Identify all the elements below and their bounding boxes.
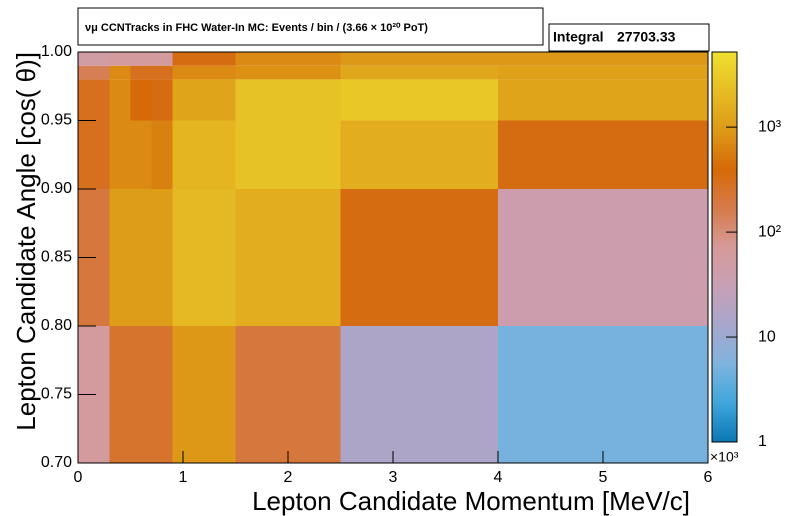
heat-cell	[109, 189, 131, 326]
title-box	[77, 7, 544, 46]
heat-cell	[130, 326, 152, 463]
heat-cell	[172, 52, 236, 66]
heat-cell	[498, 52, 708, 66]
heat-cell	[130, 79, 152, 121]
z-tick-label: 10²	[758, 223, 782, 240]
heat-cell	[130, 65, 152, 80]
z-tick-label: 1	[758, 433, 767, 450]
heat-cell	[151, 65, 173, 80]
heat-cell	[498, 326, 708, 463]
heat-cell	[498, 79, 708, 121]
heat-cell	[340, 65, 498, 80]
heat-cell	[109, 326, 131, 463]
heat-cell	[151, 120, 173, 189]
x-tick-label: 4	[494, 469, 503, 486]
heat-cell	[130, 120, 152, 189]
heat-cell	[340, 189, 498, 326]
x-tick-label: 1	[179, 469, 188, 486]
heat-cell	[172, 120, 236, 189]
heat-cell	[172, 326, 236, 463]
x-tick-label: 2	[284, 469, 293, 486]
heat-cell	[235, 326, 341, 463]
heat-cell	[172, 189, 236, 326]
z-tick-label: 10³	[758, 118, 782, 135]
heat-cell	[235, 79, 341, 121]
heat-cell	[109, 65, 131, 80]
y-tick-label: 0.85	[41, 249, 72, 266]
heat-cell	[235, 65, 341, 80]
x-axis-label: Lepton Candidate Momentum [MeV/c]	[252, 486, 690, 516]
heat-cell	[235, 189, 341, 326]
heat-cell	[78, 52, 110, 66]
heat-cell	[109, 52, 131, 66]
heat-cell	[235, 120, 341, 189]
heat-cell	[340, 79, 498, 121]
heat-cell	[78, 65, 110, 80]
x-multiplier: ×10³	[710, 449, 739, 465]
y-tick-label: 0.70	[41, 454, 72, 471]
chart-title: νμ CCNTracks in FHC Water-In MC: Events …	[85, 22, 428, 34]
heat-cell	[172, 65, 236, 80]
heat-cell	[151, 326, 173, 463]
heat-cell	[78, 120, 110, 189]
heat-cell	[498, 65, 708, 80]
stats-value: 27703.33	[617, 29, 676, 45]
y-tick-label: 0.80	[41, 317, 72, 334]
color-bar	[711, 51, 738, 443]
heat-cell	[151, 189, 173, 326]
stats-label: Integral	[553, 29, 604, 45]
heat-cell	[235, 52, 341, 66]
heat-cell	[340, 326, 498, 463]
x-tick-label: 5	[599, 469, 608, 486]
heat-cell	[340, 120, 498, 189]
x-tick-label: 3	[389, 469, 398, 486]
heat-cell	[109, 79, 131, 121]
heat-cell	[340, 52, 498, 66]
x-tick-label: 0	[74, 469, 83, 486]
heat-cell	[151, 79, 173, 121]
y-tick-label: 0.75	[41, 386, 72, 403]
heat-cell	[109, 120, 131, 189]
stats-box	[548, 23, 710, 52]
x-tick-label: 6	[704, 469, 713, 486]
heat-cell	[130, 52, 152, 66]
heat-cell	[172, 79, 236, 121]
heat-cell	[130, 189, 152, 326]
heat-cell	[151, 52, 173, 66]
y-tick-label: 1.00	[41, 43, 72, 60]
y-tick-label: 0.90	[41, 180, 72, 197]
y-axis-label: Lepton Candidate Angle [cos( θ)]	[11, 52, 41, 431]
heat-cell	[78, 79, 110, 121]
z-tick-label: 10	[758, 328, 776, 345]
y-tick-label: 0.95	[41, 112, 72, 129]
heat-cell	[498, 120, 708, 189]
heat-cell	[498, 189, 708, 326]
